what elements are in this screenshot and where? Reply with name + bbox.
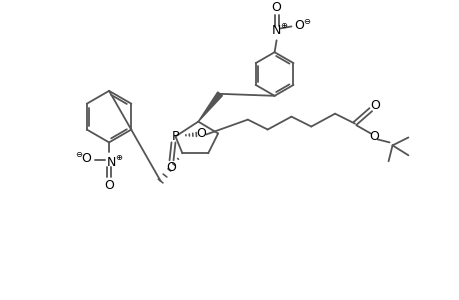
Text: ⊖: ⊖ (302, 17, 309, 26)
Text: O: O (368, 130, 378, 143)
Text: O: O (196, 127, 206, 140)
Text: P: P (171, 130, 179, 143)
Text: N: N (106, 156, 116, 169)
Text: N: N (271, 24, 280, 37)
Text: O: O (81, 152, 91, 165)
Polygon shape (198, 92, 222, 122)
Text: ⊕: ⊕ (115, 153, 122, 162)
Text: O: O (271, 1, 281, 14)
Text: O: O (294, 19, 304, 32)
Text: O: O (166, 161, 176, 174)
Text: O: O (369, 99, 379, 112)
Text: O: O (104, 178, 114, 191)
Text: ⊕: ⊕ (280, 21, 286, 30)
Text: ⊖: ⊖ (75, 150, 82, 159)
